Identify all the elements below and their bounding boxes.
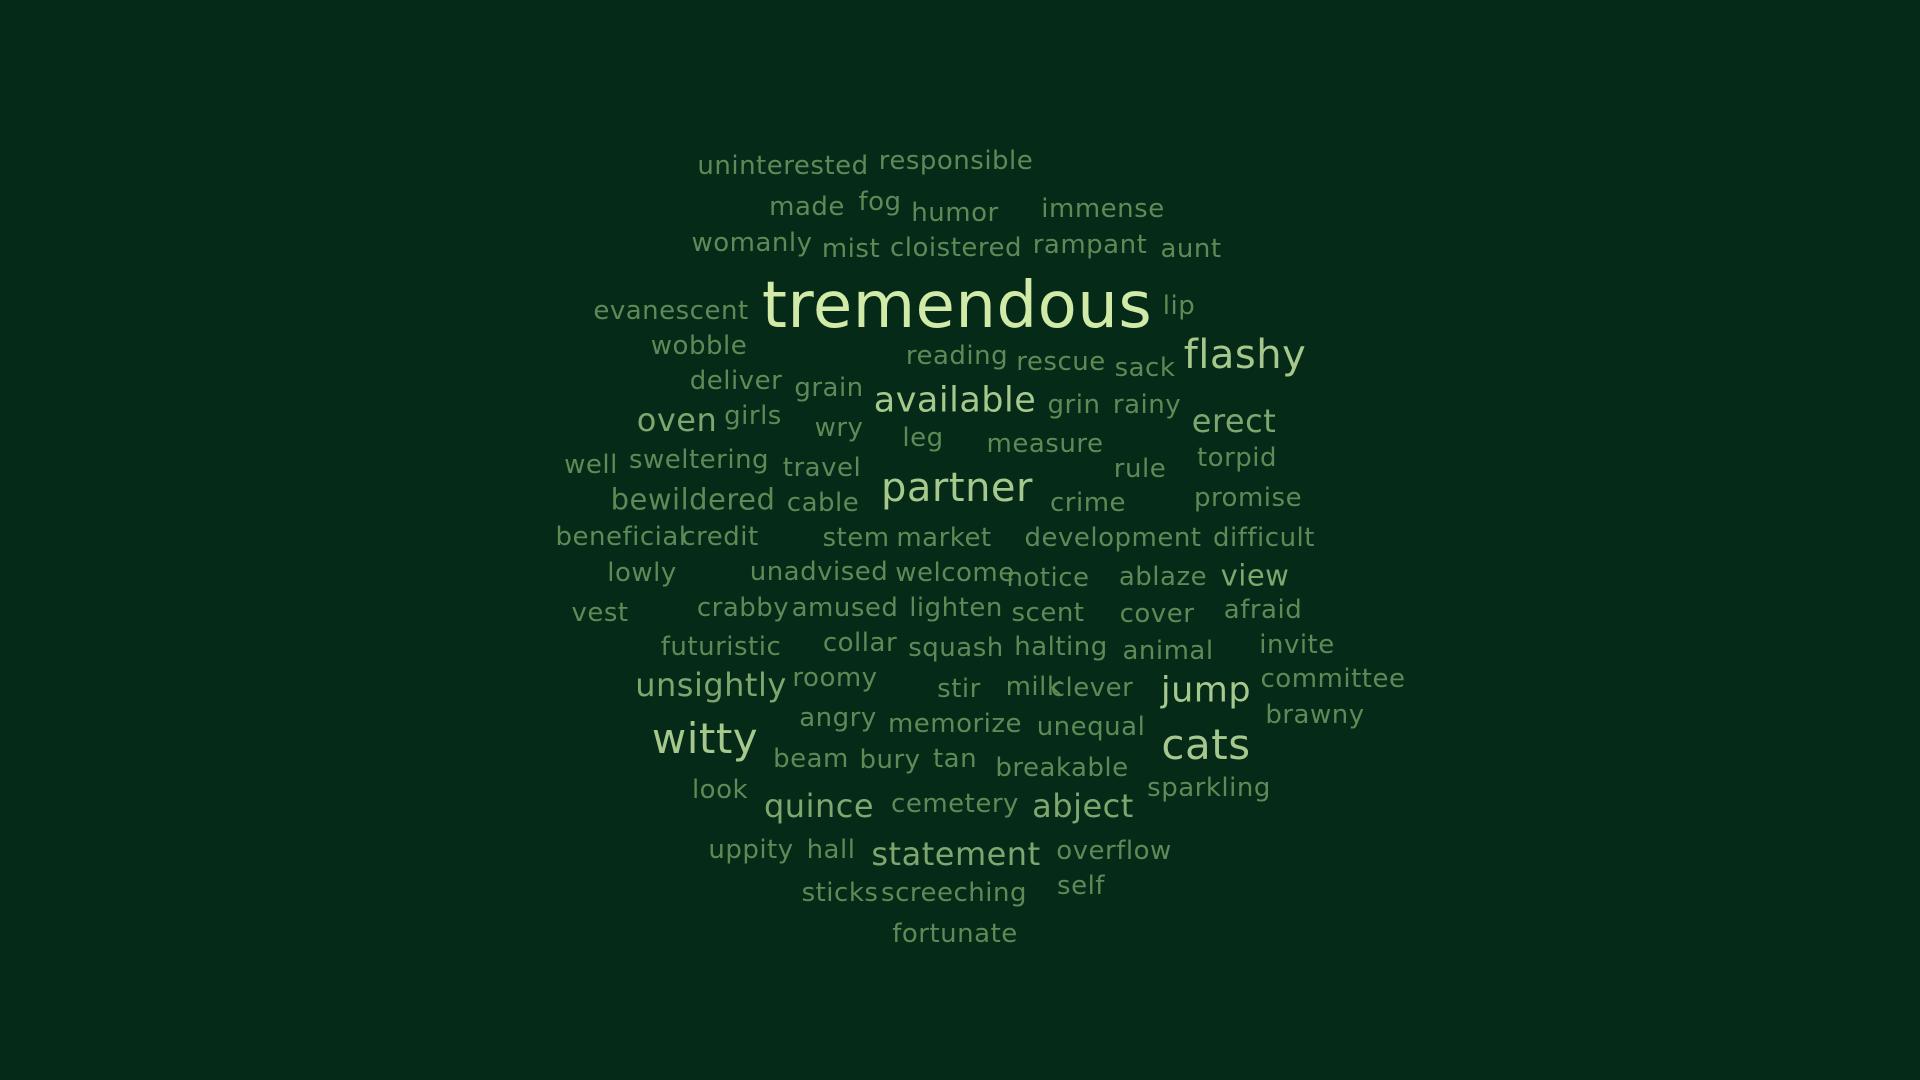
- cloud-word: well: [564, 450, 618, 480]
- cloud-word: amused: [791, 593, 899, 623]
- cloud-word: cloistered: [889, 233, 1023, 263]
- cloud-word: cable: [786, 488, 860, 518]
- cloud-word: difficult: [1213, 523, 1315, 553]
- cloud-word: fortunate: [892, 919, 1018, 949]
- cloud-word: unsightly: [635, 666, 787, 704]
- cloud-word: self: [1057, 871, 1105, 901]
- cloud-word: statement: [871, 835, 1041, 873]
- cloud-word: lowly: [607, 558, 677, 588]
- cloud-word: torpid: [1196, 443, 1278, 473]
- cloud-word: squash: [908, 633, 1004, 663]
- cloud-word: sticks: [801, 878, 879, 908]
- cloud-word: girls: [724, 401, 782, 431]
- cloud-word: scent: [1011, 598, 1085, 628]
- cloud-word: travel: [782, 453, 862, 483]
- cloud-word: animal: [1122, 636, 1214, 666]
- cloud-word: cover: [1119, 599, 1195, 629]
- cloud-word: memorize: [887, 709, 1023, 739]
- cloud-word: lip: [1162, 291, 1196, 321]
- cloud-word: immense: [1041, 194, 1165, 224]
- cloud-word: roomy: [792, 663, 878, 693]
- cloud-word: uninterested: [697, 151, 869, 181]
- cloud-word: committee: [1260, 664, 1406, 694]
- cloud-word: flashy: [1183, 332, 1307, 378]
- cloud-word: cemetery: [891, 789, 1019, 819]
- cloud-word: rescue: [1016, 347, 1106, 377]
- cloud-word: look: [691, 775, 749, 805]
- cloud-word: breakable: [995, 753, 1129, 783]
- cloud-word: uppity: [708, 835, 794, 865]
- cloud-word: overflow: [1056, 836, 1172, 866]
- cloud-word: ablaze: [1118, 562, 1208, 592]
- cloud-word: partner: [881, 465, 1033, 511]
- cloud-word: clever: [1050, 673, 1134, 703]
- cloud-word: afraid: [1223, 595, 1303, 625]
- cloud-word: rampant: [1032, 230, 1148, 260]
- cloud-word: beneficial: [555, 522, 687, 552]
- cloud-word: rainy: [1112, 390, 1182, 420]
- cloud-word: welcome: [895, 558, 1015, 588]
- cloud-word: promise: [1193, 483, 1303, 513]
- cloud-word: wry: [814, 413, 864, 443]
- cloud-word: available: [873, 380, 1037, 421]
- cloud-word: sack: [1114, 353, 1176, 383]
- cloud-word: deliver: [689, 366, 783, 396]
- cloud-word: leg: [902, 423, 944, 453]
- cloud-word: lighten: [909, 593, 1003, 623]
- cloud-word: invite: [1259, 630, 1335, 660]
- cloud-word: tremendous: [761, 269, 1153, 343]
- cloud-word: mist: [821, 234, 881, 264]
- cloud-word: sparkling: [1147, 773, 1271, 803]
- cloud-word: market: [896, 523, 992, 553]
- cloud-word: bewildered: [610, 482, 776, 517]
- cloud-word: milk: [1005, 672, 1063, 702]
- cloud-word: tan: [932, 744, 978, 774]
- cloud-word: view: [1220, 558, 1290, 593]
- cloud-word: grain: [794, 373, 864, 403]
- cloud-word: reading: [905, 341, 1009, 371]
- cloud-word: witty: [651, 714, 759, 763]
- cloud-word: unequal: [1036, 712, 1146, 742]
- cloud-word: evanescent: [593, 296, 749, 326]
- cloud-word: crime: [1049, 488, 1127, 518]
- cloud-word: humor: [911, 198, 999, 228]
- cloud-word: unadvised: [749, 557, 889, 587]
- cloud-word: wobble: [650, 331, 748, 361]
- cloud-word: abject: [1032, 787, 1134, 825]
- cloud-word: made: [769, 192, 845, 222]
- cloud-word: vest: [571, 598, 629, 628]
- cloud-word: jump: [1160, 670, 1252, 711]
- cloud-word: stir: [937, 674, 981, 704]
- cloud-word: stem: [822, 523, 890, 553]
- cloud-word: brawny: [1265, 700, 1365, 730]
- cloud-word: credit: [681, 522, 759, 552]
- cloud-word: womanly: [691, 228, 813, 258]
- cloud-word: grin: [1047, 390, 1101, 420]
- cloud-word: measure: [986, 429, 1104, 459]
- cloud-word: aunt: [1160, 234, 1222, 264]
- cloud-word: collar: [822, 628, 898, 658]
- cloud-word: fog: [858, 187, 902, 217]
- cloud-word: sweltering: [628, 445, 770, 475]
- cloud-word: notice: [1006, 563, 1090, 593]
- cloud-word: development: [1024, 523, 1202, 553]
- cloud-word: oven: [636, 401, 718, 439]
- cloud-word: bury: [859, 745, 921, 775]
- cloud-word: angry: [799, 703, 877, 733]
- cloud-word: hall: [806, 835, 856, 865]
- cloud-word: beam: [773, 744, 849, 774]
- cloud-word: quince: [763, 787, 875, 825]
- cloud-word: crabby: [696, 593, 790, 623]
- cloud-word: erect: [1191, 402, 1277, 440]
- cloud-word: cats: [1161, 720, 1251, 769]
- cloud-word: futuristic: [660, 632, 782, 662]
- cloud-word: rule: [1113, 454, 1167, 484]
- cloud-word: screeching: [881, 878, 1027, 908]
- cloud-word: responsible: [878, 146, 1034, 176]
- cloud-word: halting: [1014, 632, 1108, 662]
